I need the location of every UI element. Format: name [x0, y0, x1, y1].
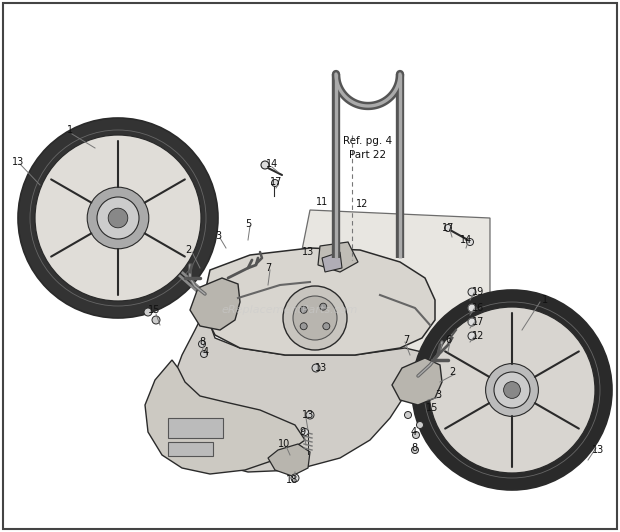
Text: 11: 11	[316, 197, 328, 207]
Circle shape	[468, 304, 476, 312]
Text: 12: 12	[356, 199, 368, 209]
Text: 3: 3	[435, 390, 441, 400]
Text: 7: 7	[403, 335, 409, 345]
Polygon shape	[392, 358, 442, 405]
Text: 4: 4	[203, 347, 209, 357]
Circle shape	[293, 296, 337, 340]
Text: 18: 18	[286, 475, 298, 485]
Text: 14: 14	[266, 159, 278, 169]
Circle shape	[198, 340, 205, 347]
Circle shape	[300, 323, 307, 330]
Circle shape	[468, 318, 476, 326]
Circle shape	[272, 179, 278, 187]
Polygon shape	[190, 278, 240, 330]
Circle shape	[445, 225, 451, 231]
Polygon shape	[145, 360, 305, 474]
Circle shape	[200, 351, 208, 358]
Text: 13: 13	[302, 247, 314, 257]
Circle shape	[283, 286, 347, 350]
Circle shape	[468, 288, 476, 296]
Circle shape	[412, 431, 420, 438]
Circle shape	[35, 135, 201, 301]
Text: 2: 2	[185, 245, 191, 255]
Circle shape	[404, 411, 412, 419]
Text: 13: 13	[315, 363, 327, 373]
Polygon shape	[318, 242, 358, 272]
Bar	[168, 442, 213, 456]
Polygon shape	[322, 252, 342, 272]
Circle shape	[485, 363, 538, 417]
Text: 2: 2	[449, 367, 455, 377]
Circle shape	[291, 474, 299, 482]
Circle shape	[300, 306, 307, 313]
Circle shape	[108, 208, 128, 228]
Circle shape	[312, 364, 320, 372]
Text: 17: 17	[472, 317, 484, 327]
Text: 17: 17	[270, 177, 282, 187]
Text: 13: 13	[12, 157, 24, 167]
Text: 14: 14	[460, 235, 472, 245]
Text: Ref. pg. 4
Part 22: Ref. pg. 4 Part 22	[343, 136, 392, 160]
Text: 1: 1	[542, 295, 548, 305]
Text: 1: 1	[67, 125, 73, 135]
Circle shape	[97, 197, 139, 239]
Polygon shape	[205, 248, 435, 355]
Circle shape	[412, 446, 418, 453]
Polygon shape	[290, 210, 490, 400]
Text: 13: 13	[302, 410, 314, 420]
Text: eReplacementParts.com: eReplacementParts.com	[222, 305, 358, 315]
Circle shape	[320, 303, 327, 310]
Circle shape	[87, 187, 149, 249]
Text: 10: 10	[278, 439, 290, 449]
Text: 13: 13	[592, 445, 604, 455]
Circle shape	[152, 316, 160, 324]
Text: 16: 16	[472, 303, 484, 313]
Circle shape	[301, 428, 309, 436]
Circle shape	[494, 372, 530, 408]
Text: 15: 15	[148, 305, 160, 315]
Circle shape	[306, 411, 314, 419]
Text: 7: 7	[265, 263, 271, 273]
Bar	[168, 418, 223, 438]
Text: 17: 17	[442, 223, 454, 233]
Circle shape	[503, 381, 520, 398]
Text: 15: 15	[426, 403, 438, 413]
Text: 5: 5	[245, 219, 251, 229]
Text: 19: 19	[472, 287, 484, 297]
Text: 8: 8	[411, 443, 417, 453]
Circle shape	[468, 332, 476, 340]
Circle shape	[323, 323, 330, 330]
Polygon shape	[172, 310, 422, 472]
Text: 12: 12	[472, 331, 484, 341]
Circle shape	[144, 308, 152, 316]
Text: 9: 9	[299, 427, 305, 437]
Circle shape	[466, 238, 474, 245]
Circle shape	[412, 290, 612, 490]
Circle shape	[18, 118, 218, 318]
Circle shape	[261, 161, 269, 169]
Text: 4: 4	[411, 427, 417, 437]
Text: 3: 3	[215, 231, 221, 241]
Text: 6: 6	[445, 335, 451, 345]
Polygon shape	[268, 444, 310, 476]
Circle shape	[429, 307, 595, 473]
Circle shape	[417, 421, 423, 428]
Text: 8: 8	[199, 337, 205, 347]
